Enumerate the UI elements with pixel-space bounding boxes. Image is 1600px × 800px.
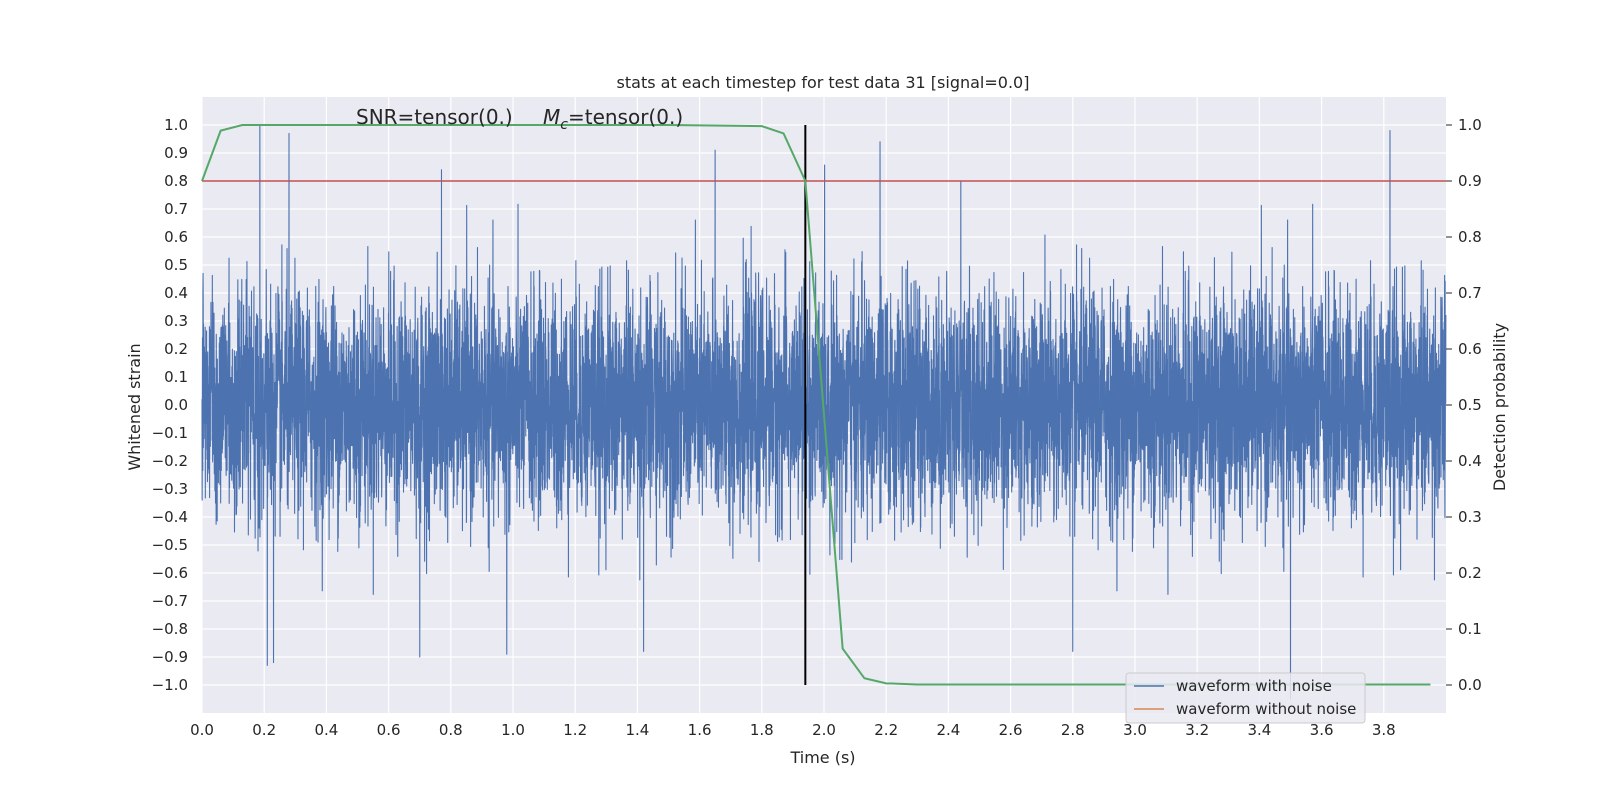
y-right-tick-label: 0.1 — [1458, 620, 1482, 638]
y-left-axis-label: Whitened strain — [125, 343, 144, 470]
y-right-tick-label: 0.8 — [1458, 228, 1482, 246]
detection-probability-line — [201, 124, 1431, 686]
x-tick-label: 1.0 — [501, 721, 525, 739]
x-tick-label: 3.6 — [1310, 721, 1334, 739]
y-left-tick-label: 0.5 — [164, 256, 188, 274]
y-left-tick-label: −0.2 — [152, 452, 188, 470]
overlay-layer — [201, 124, 1446, 686]
y-right-tick-label: 1.0 — [1458, 116, 1482, 134]
x-tick-label: 1.6 — [688, 721, 712, 739]
y-left-tick-label: −0.5 — [152, 536, 188, 554]
y-right-tick-label: 0.7 — [1458, 284, 1482, 302]
x-axis-label: Time (s) — [789, 748, 855, 767]
x-tick-label: 0.4 — [314, 721, 338, 739]
y-left-tick-label: −0.8 — [152, 620, 188, 638]
y-left-tick-label: −1.0 — [152, 676, 188, 694]
legend-box — [1125, 672, 1366, 724]
y-left-tick-label: −0.6 — [152, 564, 188, 582]
x-tick-label: 3.4 — [1247, 721, 1271, 739]
y-left-tick-label: −0.7 — [152, 592, 188, 610]
y-left-tick-label: 0.7 — [164, 200, 188, 218]
x-tick-label: 0.6 — [377, 721, 401, 739]
x-ticks: 0.0 0.2 0.4 0.6 0.8 1.0 1.2 1.4 1.6 1.8 2.0 2.2 2.4 2… — [190, 721, 1396, 739]
y-left-tick-label: 0.9 — [164, 144, 188, 162]
mc-symbol: M — [543, 105, 560, 129]
y-right-ticks: 1.0 0.9 0.8 0.7 0.6 0.5 0.4 0.3 0.2 0.1 0.0 — [1446, 116, 1482, 694]
snr-annotation: SNR=tensor(0.) — [356, 105, 513, 129]
y-left-tick-label: −0.1 — [152, 424, 188, 442]
noise-waveform-layer — [201, 124, 1447, 700]
mc-value: =tensor(0.) — [568, 105, 683, 129]
x-tick-label: 0.0 — [190, 721, 214, 739]
x-tick-label: 3.0 — [1123, 721, 1147, 739]
y-right-tick-label: 0.2 — [1458, 564, 1482, 582]
y-right-axis-label: Detection probability — [1490, 323, 1509, 491]
y-left-tick-label: 1.0 — [164, 116, 188, 134]
x-tick-label: 0.2 — [252, 721, 276, 739]
y-left-tick-label: −0.3 — [152, 480, 188, 498]
chart-title: stats at each timestep for test data 31 … — [617, 73, 1030, 92]
y-left-tick-label: 0.1 — [164, 368, 188, 386]
x-tick-label: 3.2 — [1185, 721, 1209, 739]
y-left-ticks: 1.0 0.9 0.8 0.7 0.6 0.5 0.4 0.3 0.2 0.1 0.0 −0.1 −0.… — [152, 116, 188, 694]
y-left-tick-label: −0.4 — [152, 508, 188, 526]
legend-clean-label: waveform without noise — [1176, 700, 1356, 718]
mc-annotation: Mc=tensor(0.) — [543, 105, 683, 133]
y-left-tick-label: 0.8 — [164, 172, 188, 190]
x-tick-label: 2.4 — [936, 721, 960, 739]
x-tick-label: 2.6 — [999, 721, 1023, 739]
y-right-tick-label: 0.5 — [1458, 396, 1482, 414]
x-tick-label: 3.8 — [1372, 721, 1396, 739]
x-tick-label: 1.4 — [625, 721, 649, 739]
x-tick-label: 0.8 — [439, 721, 463, 739]
y-right-tick-label: 0.6 — [1458, 340, 1482, 358]
mc-subscript: c — [560, 117, 568, 133]
y-left-tick-label: 0.6 — [164, 228, 188, 246]
y-left-tick-label: 0.0 — [164, 396, 188, 414]
y-right-tick-label: 0.3 — [1458, 508, 1482, 526]
x-tick-label: 1.8 — [750, 721, 774, 739]
y-right-tick-label: 0.9 — [1458, 172, 1482, 190]
legend-noise-label: waveform with noise — [1176, 677, 1332, 695]
noise-waveform-line — [201, 124, 1447, 700]
y-right-tick-label: 0.4 — [1458, 452, 1482, 470]
y-left-tick-label: 0.4 — [164, 284, 188, 302]
x-tick-label: 2.8 — [1061, 721, 1085, 739]
x-tick-label: 2.2 — [874, 721, 898, 739]
x-tick-label: 2.0 — [812, 721, 836, 739]
x-tick-label: 1.2 — [563, 721, 587, 739]
y-left-tick-label: −0.9 — [152, 648, 188, 666]
legend: waveform with noise waveform without noi… — [1125, 672, 1366, 724]
y-left-tick-label: 0.2 — [164, 340, 188, 358]
y-left-tick-label: 0.3 — [164, 312, 188, 330]
y-right-tick-label: 0.0 — [1458, 676, 1482, 694]
